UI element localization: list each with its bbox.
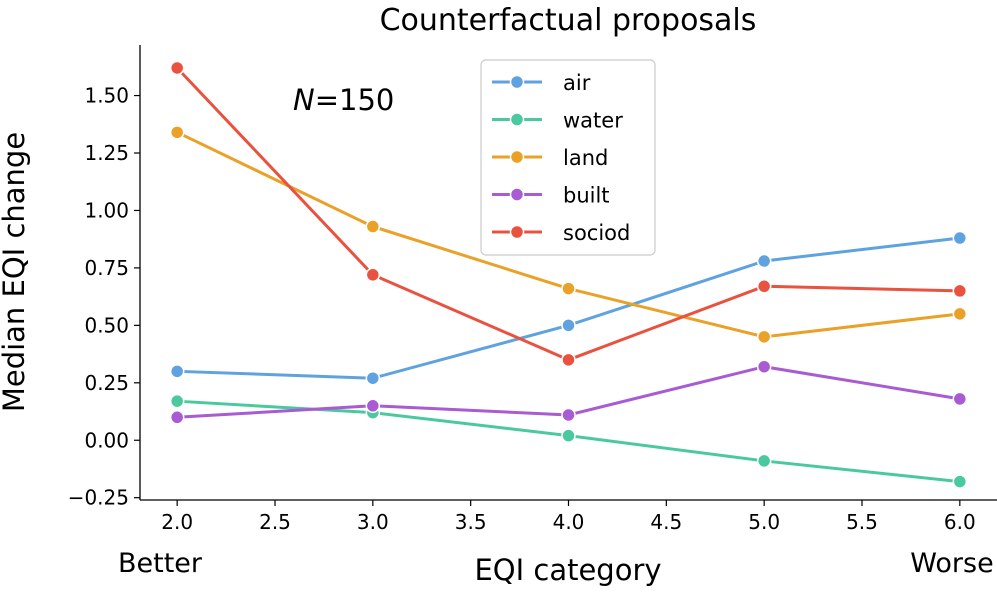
chart-title: Counterfactual proposals [380, 3, 757, 38]
point-sociod [756, 279, 772, 294]
point-sociod [365, 267, 381, 283]
point-sociod [169, 60, 185, 76]
x-tick-label: 6.0 [944, 510, 976, 534]
x-end-label-better: Better [118, 548, 203, 579]
legend-marker [509, 112, 525, 127]
point-water [561, 428, 576, 443]
y-tick-label: 0.00 [84, 428, 129, 452]
x-tick-label: 2.0 [161, 510, 193, 534]
point-land [756, 329, 772, 345]
point-built [952, 391, 968, 407]
point-built [561, 407, 576, 423]
series-air [169, 230, 968, 386]
x-tick-label: 3.0 [357, 510, 389, 534]
legend-marker [509, 224, 525, 240]
point-air [169, 364, 185, 379]
point-water [952, 474, 968, 489]
x-tick-label: 3.5 [455, 510, 487, 534]
legend-item-sociod: sociod [492, 221, 630, 245]
x-end-label-worse: Worse [910, 548, 993, 579]
series-sociod [169, 60, 968, 368]
series-lines [169, 60, 968, 489]
point-land [952, 306, 968, 322]
legend-box [480, 59, 656, 256]
annotation-n: N [293, 83, 315, 117]
legend-label: sociod [563, 221, 630, 245]
y-axis-label: Median EQI change [0, 132, 31, 412]
y-tick-label: 1.50 [84, 84, 129, 108]
y-tick-label: −0.25 [68, 486, 129, 510]
point-sociod [561, 352, 576, 368]
point-air [756, 253, 772, 269]
legend-label: water [563, 109, 623, 133]
x-axis-label: EQI category [474, 553, 661, 587]
annotation-value: =150 [315, 83, 395, 117]
point-land [561, 281, 576, 296]
legend-label: air [563, 71, 591, 95]
point-built [365, 398, 381, 414]
x-tick-label: 4.5 [650, 510, 682, 534]
legend-marker [509, 149, 525, 165]
point-sociod [952, 283, 968, 299]
y-tick-label: 0.25 [84, 371, 129, 395]
point-air [365, 370, 381, 386]
x-tick-label: 4.0 [553, 510, 585, 534]
series-built [169, 359, 968, 425]
point-air [952, 230, 968, 246]
legend-item-built: built [492, 184, 610, 208]
point-water [756, 453, 772, 469]
y-tick-label: 0.75 [84, 256, 129, 280]
legend-label: built [563, 184, 610, 208]
x-tick-label: 2.5 [259, 510, 291, 534]
legend-label: land [563, 146, 608, 170]
point-water [169, 393, 185, 409]
legend-item-air: air [492, 71, 591, 95]
legend-item-land: land [492, 146, 608, 170]
point-built [756, 359, 772, 374]
sample-size-annotation: N=150 [293, 83, 394, 117]
y-tick-label: 0.50 [84, 313, 129, 337]
point-air [561, 318, 576, 333]
legend: air water land built sociod [480, 59, 656, 256]
legend-marker [509, 74, 525, 90]
x-tick-label: 5.0 [748, 510, 780, 534]
point-built [169, 410, 185, 425]
legend-marker [509, 187, 525, 202]
axes: −0.25 0.00 0.25 0.50 0.75 1.00 1.25 1.50 2.0 2.5 3… [68, 45, 997, 534]
point-land [365, 219, 381, 234]
y-tick-label: 1.00 [84, 198, 129, 222]
point-land [169, 125, 185, 140]
x-tick-label: 5.5 [846, 510, 878, 534]
series-land [169, 125, 968, 345]
legend-item-water: water [492, 109, 623, 133]
y-tick-label: 1.25 [84, 141, 129, 165]
